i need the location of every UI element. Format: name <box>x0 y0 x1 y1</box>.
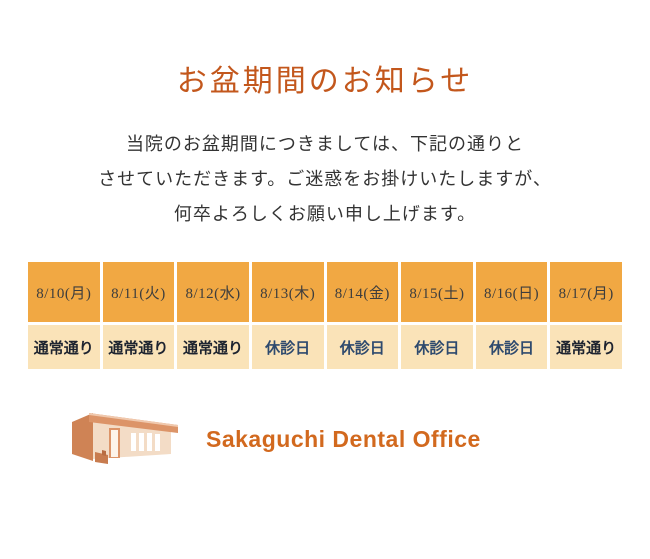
message-line-2: させていただきます。ご迷惑をお掛けいたしますが、 <box>98 169 552 189</box>
schedule-status-cell: 休診日 <box>251 325 324 369</box>
schedule-status-cell: 通常通り <box>550 325 622 369</box>
clinic-name: Sakaguchi Dental Office <box>206 425 481 452</box>
clinic-building-icon <box>72 413 178 464</box>
schedule-status-cell: 休診日 <box>401 325 473 369</box>
schedule-table: 8/10(月) 8/11(火) 8/12(水) 8/13(木) 8/14(金) … <box>28 262 622 369</box>
notice-message: 当院のお盆期間につきましては、下記の通りと させていただきます。ご迷惑をお掛けい… <box>0 127 650 232</box>
clinic-footer: Sakaguchi Dental Office <box>66 406 650 472</box>
page-title: お盆期間のお知らせ <box>176 65 474 98</box>
schedule-status-cell: 休診日 <box>326 325 399 369</box>
schedule-date-cell: 8/10(月) <box>28 262 100 322</box>
schedule-status-cell: 通常通り <box>28 325 100 369</box>
message-line-1: 当院のお盆期間につきましては、下記の通りと <box>125 134 525 154</box>
schedule-date-cell: 8/15(土) <box>401 262 473 322</box>
schedule-status-cell: 休診日 <box>475 325 548 369</box>
schedule-date-cell: 8/12(水) <box>177 262 249 322</box>
schedule-status-cell: 通常通り <box>102 325 175 369</box>
schedule-date-cell: 8/13(木) <box>251 262 324 322</box>
message-line-3: 何卒よろしくお願い申し上げます。 <box>173 204 477 224</box>
schedule-date-cell: 8/11(火) <box>102 262 175 322</box>
obon-notice-page: お盆期間のお知らせ 当院のお盆期間につきましては、下記の通りと させていただきま… <box>0 56 650 559</box>
schedule-status-cell: 通常通り <box>177 325 249 369</box>
schedule-date-cell: 8/14(金) <box>326 262 399 322</box>
schedule-date-cell: 8/17(月) <box>550 262 622 322</box>
schedule-date-cell: 8/16(日) <box>475 262 548 322</box>
